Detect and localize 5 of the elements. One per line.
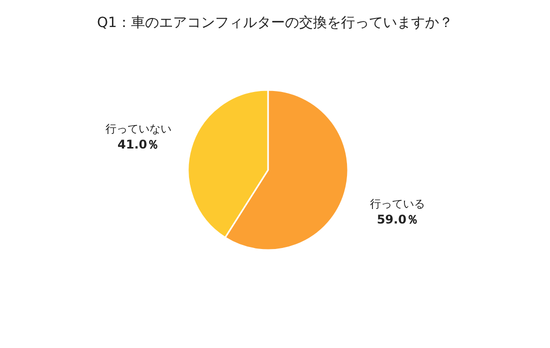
data-label: 59.0％ — [376, 212, 418, 227]
slice-label: 行っている — [370, 198, 426, 211]
slice-label: 行っていない — [105, 122, 172, 136]
chart-title: Q1：車のエアコンフィルターの交換を行っていますか？ — [97, 15, 453, 31]
data-label: 41.0％ — [118, 137, 160, 152]
